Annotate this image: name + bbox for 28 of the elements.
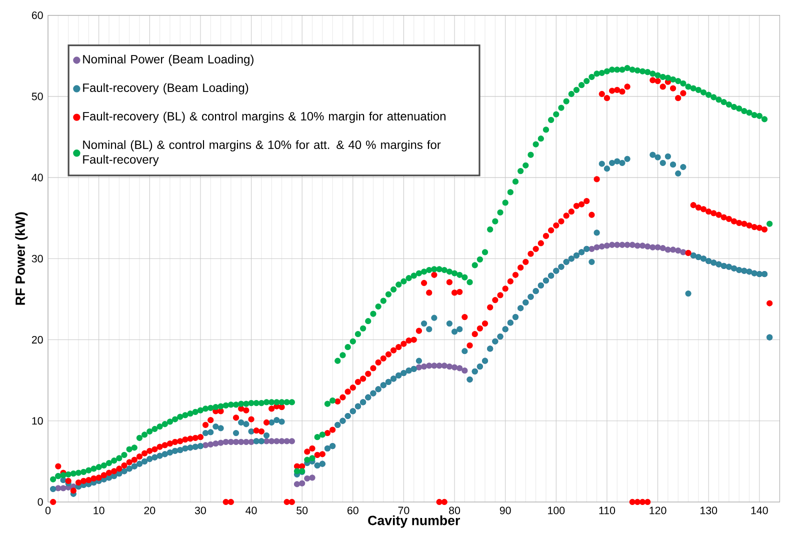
x-tick-label: 130 [700, 506, 718, 514]
x-tick-label: 120 [650, 506, 666, 514]
x-tick-label: 50 [296, 506, 308, 514]
legend-label: Nominal Power (Beam Loading) [83, 54, 254, 66]
y-axis-title: RF Power (kW) [15, 212, 28, 305]
y-tick-label: 20 [32, 336, 43, 344]
y-tick-label: 50 [32, 92, 43, 100]
legend-label: Fault-recovery (Beam Loading) [83, 83, 248, 94]
y-tick-label: 10 [32, 417, 43, 425]
x-tick-label: 80 [449, 506, 460, 514]
x-tick-label: 10 [94, 506, 104, 514]
x-tick-label: 20 [144, 506, 156, 514]
x-tick-label: 140 [751, 506, 768, 514]
x-tick-label: 110 [599, 506, 616, 514]
x-axis-title: Cavity number [368, 515, 460, 528]
y-tick-label: 40 [32, 174, 43, 182]
x-tick-label: 60 [348, 506, 358, 514]
x-tick-label: 70 [398, 506, 410, 514]
x-tick-label: 0 [45, 506, 51, 514]
x-tick-label: 40 [246, 506, 257, 514]
x-tick-label: 100 [548, 506, 565, 514]
x-tick-label: 30 [194, 506, 206, 514]
y-tick-label: 0 [38, 498, 43, 506]
x-tick-label: 90 [500, 506, 511, 514]
legend-label: Nominal (BL) & control margins & 10% for att. & 40 % margins for Fault-recovery [83, 140, 441, 166]
legend-label: Fault-recovery (BL) & control margins & 10% margin for attenuation [83, 112, 446, 123]
y-tick-label: 60 [32, 12, 43, 20]
y-tick-label: 30 [32, 254, 43, 262]
